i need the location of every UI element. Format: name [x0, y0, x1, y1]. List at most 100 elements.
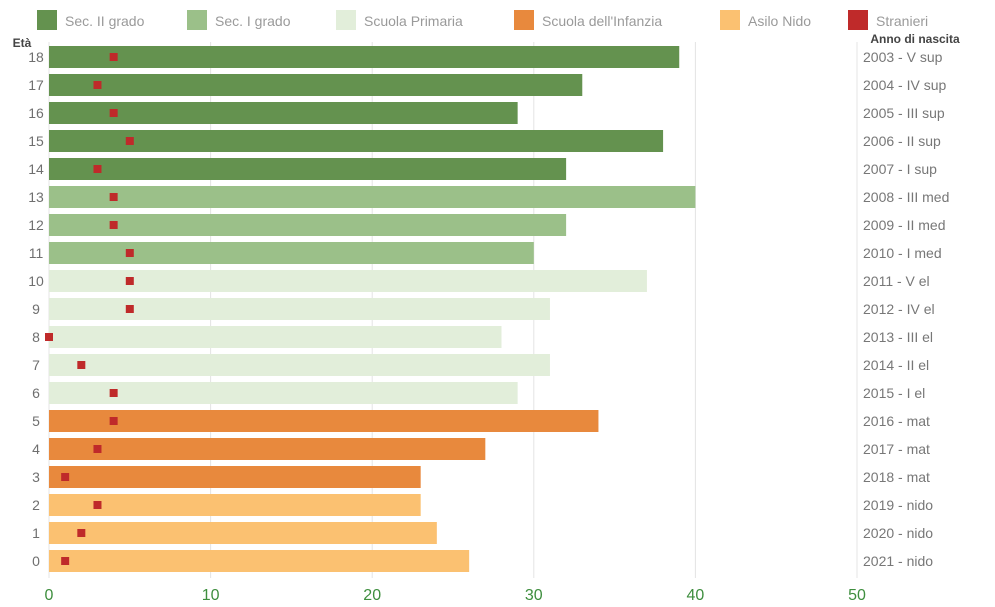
- legend-label-sec1: Sec. I grado: [215, 13, 291, 29]
- birth-year-label: 2010 - I med: [863, 245, 942, 261]
- stranieri-marker-age-1: [77, 529, 86, 537]
- bar-age-8: [49, 326, 502, 348]
- bar-age-14: [49, 158, 567, 180]
- age-tick-label: 4: [32, 441, 40, 457]
- age-tick-label: 8: [32, 329, 40, 345]
- stranieri-marker-age-11: [125, 249, 134, 257]
- legend-swatch-sec2: [37, 10, 57, 30]
- bar-age-11: [49, 242, 534, 264]
- x-tick-label: 10: [202, 587, 220, 604]
- birth-year-label: 2016 - mat: [863, 413, 930, 429]
- legend-label-prim: Scuola Primaria: [364, 13, 463, 29]
- bar-age-2: [49, 494, 421, 516]
- bar-age-1: [49, 522, 437, 544]
- stranieri-marker-age-2: [93, 501, 102, 509]
- age-tick-label: 1: [32, 525, 40, 541]
- bar-age-4: [49, 438, 486, 460]
- birth-year-label: 2014 - II el: [863, 357, 929, 373]
- age-tick-label: 16: [28, 105, 44, 121]
- bar-age-7: [49, 354, 550, 376]
- birth-year-label: 2018 - mat: [863, 469, 930, 485]
- bar-age-3: [49, 466, 421, 488]
- bar-age-12: [49, 214, 567, 236]
- stranieri-marker-age-10: [125, 277, 134, 285]
- birth-year-label: 2006 - II sup: [863, 133, 941, 149]
- bar-age-10: [49, 270, 647, 292]
- stranieri-marker-age-14: [93, 165, 102, 173]
- stranieri-markers: [45, 53, 134, 565]
- x-tick-label: 50: [848, 587, 866, 604]
- stranieri-marker-age-8: [45, 333, 53, 341]
- stranieri-marker-age-0: [61, 557, 70, 565]
- stranieri-marker-age-5: [109, 417, 118, 425]
- age-tick-label: 14: [28, 161, 44, 177]
- bar-age-13: [49, 186, 696, 208]
- age-tick-label: 17: [28, 77, 44, 93]
- birth-year-label: 2003 - V sup: [863, 49, 943, 65]
- age-tick-label: 11: [29, 245, 44, 261]
- legend-label-sec2: Sec. II grado: [65, 13, 145, 29]
- age-tick-label: 0: [32, 553, 40, 569]
- x-tick-labels: 0 10 20 30 40 50: [45, 587, 866, 604]
- age-tick-label: 15: [28, 133, 44, 149]
- legend-label-nido: Asilo Nido: [748, 13, 811, 29]
- birth-year-label: 2021 - nido: [863, 553, 933, 569]
- birth-year-label: 2005 - III sup: [863, 105, 945, 121]
- stranieri-marker-age-15: [125, 137, 134, 145]
- age-tick-label: 7: [32, 357, 40, 373]
- age-tick-label: 3: [32, 469, 40, 485]
- x-tick-label: 20: [363, 587, 381, 604]
- stranieri-marker-age-6: [109, 389, 118, 397]
- legend-swatch-stranieri: [848, 10, 868, 30]
- birth-year-label: 2020 - nido: [863, 525, 933, 541]
- bar-age-17: [49, 74, 583, 96]
- birth-year-label: 2013 - III el: [863, 329, 933, 345]
- age-tick-label: 9: [32, 301, 40, 317]
- birth-year-label: 2011 - V el: [863, 273, 930, 289]
- age-tick-label: 13: [28, 189, 44, 205]
- x-tick-label: 30: [525, 587, 543, 604]
- birth-year-label: 2009 - II med: [863, 217, 946, 233]
- age-tick-label: 2: [32, 497, 40, 513]
- age-tick-label: 18: [28, 49, 44, 65]
- right-axis-title: Anno di nascita: [870, 32, 960, 46]
- stranieri-marker-age-3: [61, 473, 70, 481]
- x-tick-label: 0: [45, 587, 54, 604]
- stranieri-marker-age-12: [109, 221, 118, 229]
- legend-swatch-prim: [336, 10, 356, 30]
- stranieri-marker-age-16: [109, 109, 118, 117]
- bar-age-6: [49, 382, 518, 404]
- stranieri-marker-age-9: [125, 305, 134, 313]
- legend-swatch-sec1: [187, 10, 207, 30]
- right-labels: 2003 - V sup 2004 - IV sup 2005 - III sup 2…: [863, 49, 949, 569]
- stranieri-marker-age-7: [77, 361, 86, 369]
- x-tick-label: 40: [687, 587, 705, 604]
- bar-age-18: [49, 46, 680, 68]
- bar-age-5: [49, 410, 599, 432]
- bar-age-0: [49, 550, 470, 572]
- bars: [49, 46, 696, 572]
- bar-age-16: [49, 102, 518, 124]
- birth-year-label: 2012 - IV el: [863, 301, 935, 317]
- birth-year-label: 2019 - nido: [863, 497, 933, 513]
- birth-year-label: 2008 - III med: [863, 189, 949, 205]
- bar-age-15: [49, 130, 664, 152]
- age-tick-label: 6: [32, 385, 40, 401]
- legend-label-inf: Scuola dell'Infanzia: [542, 13, 662, 29]
- age-tick-label: 12: [28, 217, 44, 233]
- legend-swatch-inf: [514, 10, 534, 30]
- stranieri-marker-age-13: [109, 193, 118, 201]
- birth-year-label: 2004 - IV sup: [863, 77, 946, 93]
- bar-age-9: [49, 298, 550, 320]
- birth-year-label: 2017 - mat: [863, 441, 930, 457]
- stranieri-marker-age-4: [93, 445, 102, 453]
- legend-swatch-nido: [720, 10, 740, 30]
- stranieri-marker-age-18: [109, 53, 118, 61]
- legend-label-stranieri: Stranieri: [876, 13, 928, 29]
- birth-year-label: 2015 - I el: [863, 385, 925, 401]
- birth-year-label: 2007 - I sup: [863, 161, 937, 177]
- stranieri-marker-age-17: [93, 81, 102, 89]
- legend: Sec. II grado Sec. I grado Scuola Primaria…: [37, 10, 928, 30]
- age-tick-label: 5: [32, 413, 40, 429]
